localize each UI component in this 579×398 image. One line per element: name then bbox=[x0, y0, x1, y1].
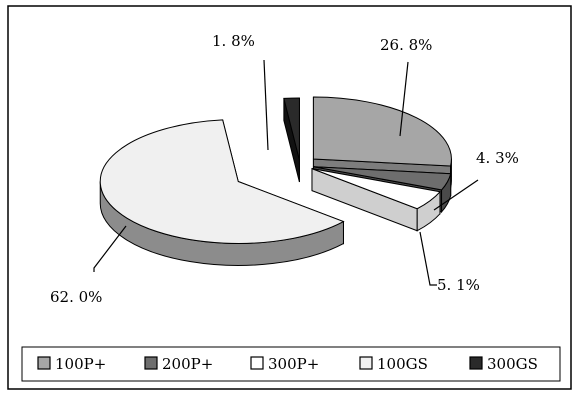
pie-slice-300p- bbox=[311, 167, 441, 232]
leader-line bbox=[433, 179, 479, 211]
legend: 100P+ 200P+ 300P+ 100GS 300GS bbox=[21, 346, 561, 382]
legend-swatch bbox=[469, 356, 483, 370]
data-label: 26. 8% bbox=[380, 36, 432, 54]
leader-line bbox=[93, 225, 127, 272]
legend-label: 100GS bbox=[377, 355, 428, 373]
slice-top bbox=[99, 119, 345, 244]
slice-top bbox=[283, 97, 300, 161]
pie-slice-100gs bbox=[99, 119, 345, 266]
pie-slices bbox=[99, 96, 452, 266]
legend-swatch bbox=[250, 356, 264, 370]
legend-label: 300GS bbox=[487, 355, 538, 373]
data-label: 1. 8% bbox=[212, 32, 255, 50]
chart-border bbox=[7, 5, 572, 390]
slice-top bbox=[311, 168, 441, 210]
leader-line bbox=[419, 231, 437, 286]
slice-top bbox=[312, 96, 452, 167]
data-label: 62. 0% bbox=[50, 288, 102, 306]
slice-top bbox=[313, 166, 452, 191]
legend-swatch bbox=[144, 356, 158, 370]
data-label: 4. 3% bbox=[476, 149, 519, 167]
leader-line bbox=[399, 61, 409, 137]
legend-label: 300P+ bbox=[268, 355, 319, 373]
pie-slice-300gs bbox=[283, 97, 300, 183]
data-label: 5. 1% bbox=[437, 276, 480, 294]
legend-label: 200P+ bbox=[162, 355, 213, 373]
legend-swatch bbox=[37, 356, 51, 370]
legend-swatch bbox=[359, 356, 373, 370]
leader-line bbox=[263, 59, 269, 151]
legend-label: 100P+ bbox=[55, 355, 106, 373]
pie-labels: 26. 8% 4. 3% 5. 1% 62. 0% 1. 8% bbox=[50, 32, 519, 306]
